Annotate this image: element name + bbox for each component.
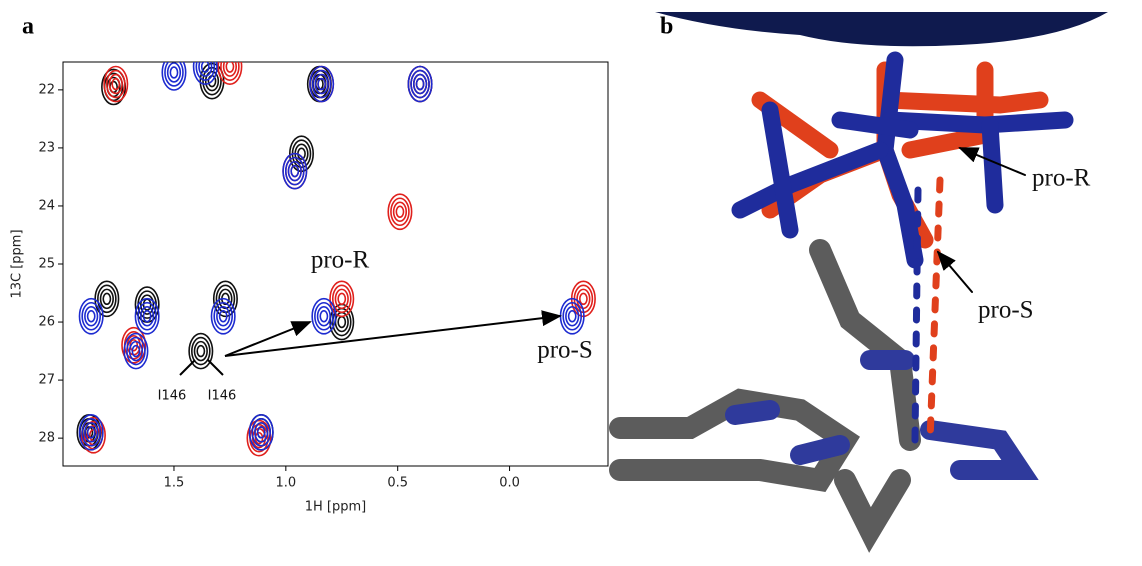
panel-label: b (660, 14, 673, 40)
contour-level (580, 293, 587, 304)
contour-level (566, 307, 579, 326)
x-tick-label: 1.5 (164, 476, 185, 491)
contour-level (226, 61, 233, 72)
contour-level (416, 79, 423, 90)
contour-level (112, 79, 119, 90)
y-tick-label: 28 (38, 431, 55, 446)
contour-level (103, 293, 110, 304)
contour-level (162, 55, 185, 90)
figure: a b 1.5 1.0 0.5 0.0 22 23 24 25 26 27 28 1H [ppm] 13… (0, 0, 1142, 566)
x-tick-label: 1.0 (275, 476, 296, 491)
contour-level (414, 75, 427, 94)
contour-level (318, 307, 331, 326)
contour-peak (330, 281, 353, 316)
structure (620, 12, 1108, 530)
x-axis-label: 1H [ppm] (305, 500, 367, 515)
structure-label: pro-S (978, 297, 1034, 324)
contour-level (577, 289, 590, 308)
annotation: I146 (208, 389, 237, 404)
contour-level (218, 49, 241, 84)
y-tick-label: 22 (38, 82, 55, 97)
structure-label: pro-R (1032, 165, 1091, 192)
contour-level (396, 206, 403, 217)
contour-level (408, 67, 431, 102)
contour-level (335, 289, 348, 308)
contour-level (338, 293, 345, 304)
contour-level (197, 346, 204, 357)
y-axis-label: 13C [ppm] (10, 229, 25, 298)
annotation: pro-R (311, 247, 370, 274)
contour-peak (79, 299, 102, 334)
panel-label: a (22, 14, 34, 40)
contour-level (338, 317, 345, 328)
contour-level (388, 194, 411, 229)
contour-level (101, 289, 114, 308)
contour-peak (162, 55, 185, 90)
bracket (180, 360, 223, 375)
contour-level (79, 299, 102, 334)
contour-level (85, 307, 98, 326)
contour-level (168, 63, 181, 82)
contour-peak (408, 67, 431, 102)
contour-level (195, 342, 208, 361)
contour-level (144, 311, 151, 322)
x-tick-label: 0.5 (387, 476, 408, 491)
contour-level (224, 57, 237, 76)
annotation: I146 (158, 389, 187, 404)
contour-level (330, 281, 353, 316)
contour-level (320, 311, 327, 322)
y-tick-label: 24 (38, 198, 55, 213)
y-tick-label: 23 (38, 140, 55, 155)
contour-peak (312, 299, 335, 334)
contour-level (312, 299, 335, 334)
contour-level (88, 311, 95, 322)
y-tick-label: 26 (38, 315, 55, 330)
y-tick-label: 27 (38, 373, 55, 388)
contour-level (95, 281, 118, 316)
x-tick-label: 0.0 (499, 476, 520, 491)
contour-level (394, 202, 407, 221)
y-tick-label: 25 (38, 257, 55, 272)
spectrum: 1.5 1.0 0.5 0.0 22 23 24 25 26 27 28 1H [ppm] 13C [p… (10, 49, 609, 514)
contour-peak (95, 281, 118, 316)
contour-peak (388, 194, 411, 229)
contour-peak (330, 304, 353, 339)
annotation: pro-S (537, 337, 593, 364)
contour-level (569, 311, 576, 322)
contour-level (170, 67, 177, 78)
contour-peak (218, 49, 241, 84)
contour-level (330, 304, 353, 339)
